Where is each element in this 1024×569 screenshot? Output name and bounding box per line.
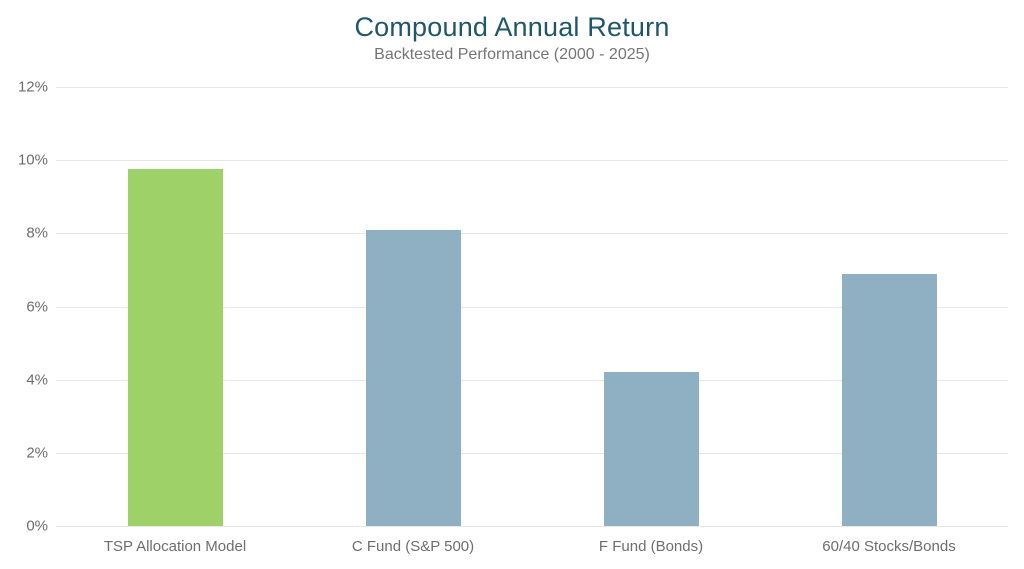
chart-subtitle: Backtested Performance (2000 - 2025) xyxy=(374,46,650,63)
bar-f-fund-bonds xyxy=(603,372,699,526)
x-axis-category-label: F Fund (Bonds) xyxy=(598,538,704,555)
y-axis-tick-label: 6% xyxy=(26,298,48,315)
gridline xyxy=(56,160,1008,162)
plot-area: 0% 2% 4% 6% 8% 10% 12% xyxy=(18,79,1008,535)
x-axis-category-label: C Fund (S&P 500) xyxy=(351,538,475,555)
y-axis-tick-label: 0% xyxy=(26,517,48,535)
gridline xyxy=(56,452,1008,454)
bar-tsp-allocation-model xyxy=(127,169,223,526)
x-axis-category-label: 60/40 Stocks/Bonds xyxy=(822,538,956,555)
gridline xyxy=(56,233,1008,235)
y-axis-tick-label: 10% xyxy=(17,151,48,169)
bar-60-40-stocks-bonds xyxy=(841,273,937,526)
chart-title: Compound Annual Return xyxy=(354,12,670,42)
gridline xyxy=(56,87,1008,88)
gridline xyxy=(56,379,1008,381)
bar-c-fund-s-p-500 xyxy=(365,229,461,526)
y-axis-tick-label: 12% xyxy=(17,78,48,96)
x-axis-category-label: TSP Allocation Model xyxy=(103,538,247,555)
y-axis-tick-label: 8% xyxy=(26,224,48,242)
gridline xyxy=(56,526,1008,527)
y-axis-tick-label: 4% xyxy=(26,371,48,389)
y-axis-tick-label: 2% xyxy=(26,444,48,462)
gridline xyxy=(56,306,1008,308)
